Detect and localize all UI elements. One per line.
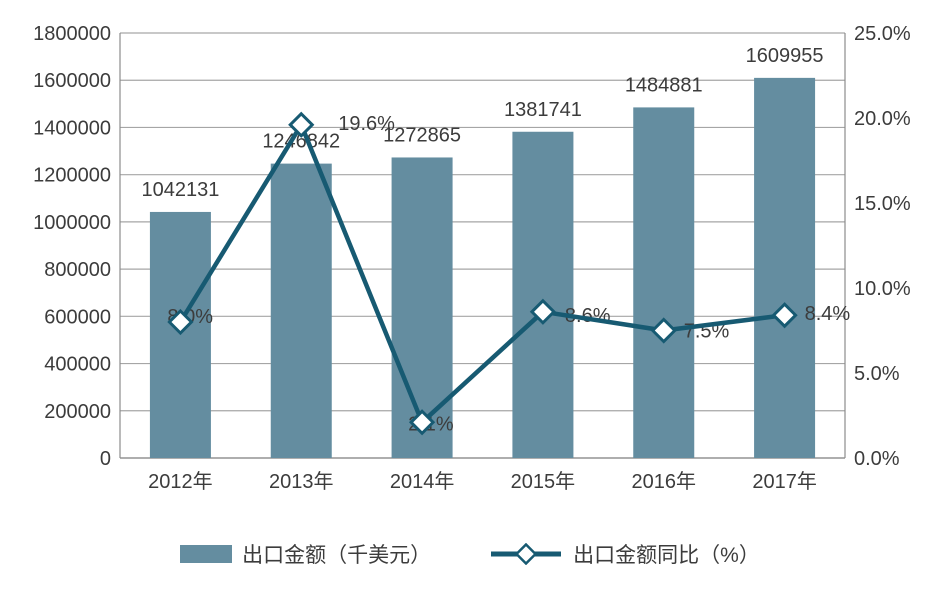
left-axis-tick-label: 1400000 <box>33 117 111 139</box>
x-axis-label: 2016年 <box>632 470 697 493</box>
left-axis-tick-label: 1800000 <box>33 23 111 45</box>
right-axis-tick-label: 10.0% <box>854 278 911 300</box>
line-marker-icon <box>288 111 315 138</box>
left-axis-tick-label: 200000 <box>44 401 111 423</box>
legend-item-line-series: 出口金额同比（%） <box>489 539 760 569</box>
left-axis-tick-label: 0 <box>100 448 111 470</box>
right-axis-tick-label: 5.0% <box>854 363 900 385</box>
line-marker-icon <box>529 298 557 325</box>
legend-label-bar-series: 出口金额（千美元） <box>242 544 432 567</box>
left-axis-tick-label: 1000000 <box>33 212 111 234</box>
x-axis-label: 2013年 <box>269 470 334 493</box>
left-axis-tick-label: 1600000 <box>33 70 111 92</box>
bar <box>633 107 695 458</box>
line-series-path <box>178 122 785 425</box>
line-point-label: 8.4% <box>805 303 851 325</box>
chart-canvas: 0 200000 400000 600000 800000 1000000 1200000 1… <box>33 23 911 493</box>
bar <box>270 163 332 458</box>
bar-series-swatch-icon <box>180 545 233 563</box>
line-series-swatch-icon <box>489 542 563 566</box>
right-axis-tick-label: 15.0% <box>854 193 911 215</box>
left-axis-tick-label: 600000 <box>44 306 111 328</box>
line-marker-icon <box>650 317 677 344</box>
legend-item-bar-series: 出口金额（千美元） <box>180 539 431 569</box>
bar-value-label: 1609955 <box>746 45 824 67</box>
right-axis-tick-label: 20.0% <box>854 108 911 130</box>
line-point-label: 19.6% <box>338 113 395 135</box>
chart-legend: 出口金额（千美元） 出口金额同比（%） <box>0 521 940 587</box>
bar-value-label: 1272865 <box>383 124 461 146</box>
x-axis-label: 2015年 <box>511 470 576 493</box>
left-axis-tick-label: 400000 <box>44 354 111 376</box>
bar-value-label: 1042131 <box>141 179 219 201</box>
left-axis-tick-label: 1200000 <box>33 165 111 187</box>
right-axis-tick-label: 0.0% <box>854 448 900 470</box>
bar-value-label: 1484881 <box>625 74 703 96</box>
line-marker-icon <box>408 409 436 436</box>
bar <box>754 77 816 458</box>
bar-value-label: 1381741 <box>504 99 582 121</box>
line-marker-icon <box>167 308 194 336</box>
x-axis-label: 2012年 <box>148 470 213 493</box>
left-axis-tick-label: 800000 <box>44 259 111 281</box>
bar <box>512 131 574 458</box>
bar-value-label: 1246842 <box>262 131 340 153</box>
x-axis-label: 2014年 <box>390 470 455 493</box>
line-marker-icon <box>771 302 798 329</box>
bar <box>391 157 453 458</box>
right-axis-tick-label: 25.0% <box>854 23 911 45</box>
legend-label-line-series: 出口金额同比（%） <box>573 544 760 567</box>
x-axis-label: 2017年 <box>752 470 817 493</box>
